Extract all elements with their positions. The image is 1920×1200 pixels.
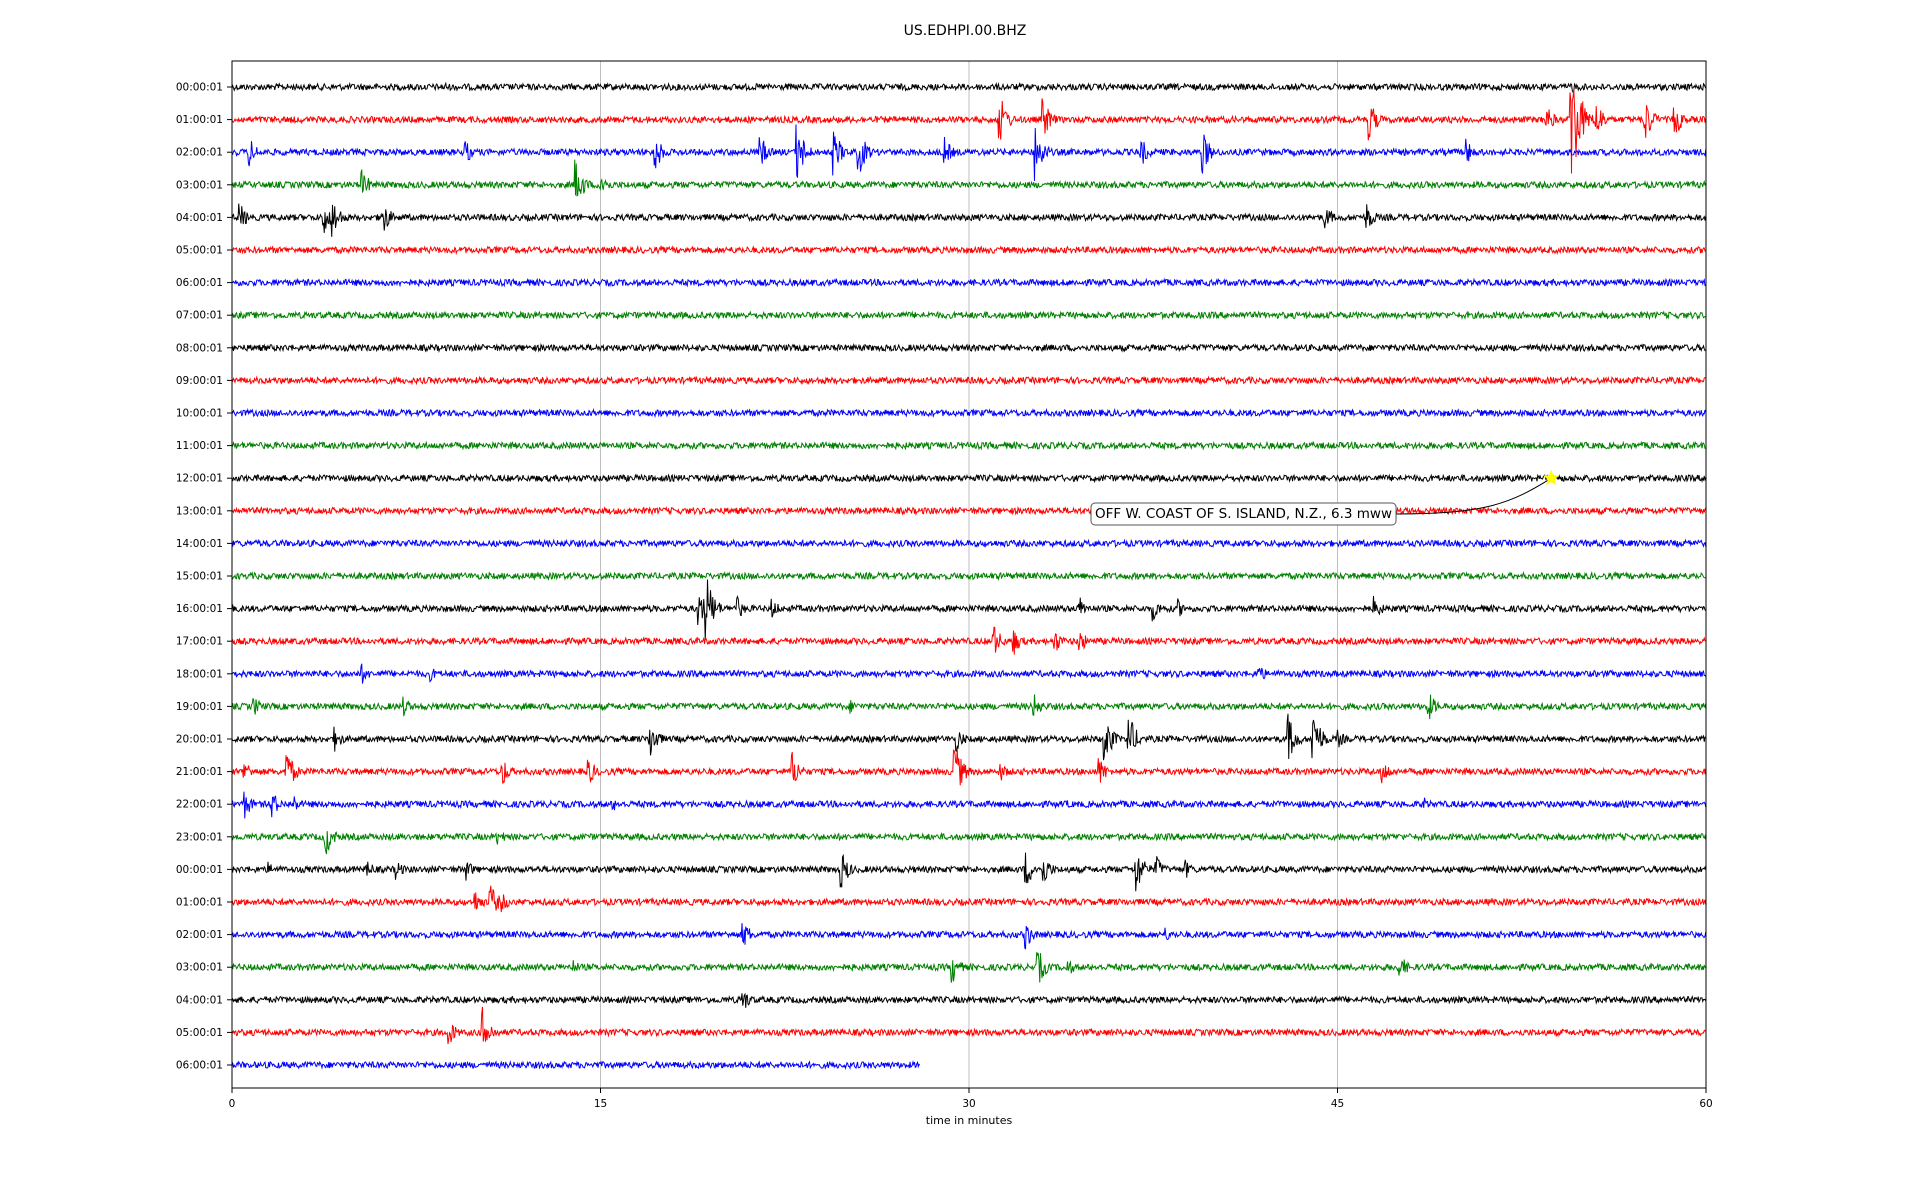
trace-line [232,1059,921,1071]
trace-line [232,749,1706,786]
x-tick-label: 30 [962,1098,975,1110]
trace-line [232,694,1706,720]
y-tick-labels: 00:00:01 01:00:01 02:00:01 03:00:01 04:00:01… [176,82,232,1072]
traces [232,81,1706,1071]
chart-title: US.EDHPI.00.BHZ [904,23,1027,39]
x-axis: 0 15 30 45 60 [229,1088,1713,1110]
trace-line [232,923,1706,950]
y-tick-label: 06:00:01 [176,1060,223,1072]
y-tick-label: 02:00:01 [176,147,223,159]
y-tick-label: 05:00:01 [176,245,223,257]
trace-line [232,124,1706,181]
y-tick-label: 20:00:01 [176,734,223,746]
trace-line [232,440,1706,451]
trace-line [232,713,1706,761]
y-tick-label: 06:00:01 [176,277,223,289]
trace-line [232,570,1706,582]
y-tick-label: 04:00:01 [176,212,223,224]
trace-line [232,951,1706,983]
trace-line [232,791,1706,819]
y-tick-label: 08:00:01 [176,342,223,354]
trace-line [232,244,1706,256]
y-tick-label: 03:00:01 [176,962,223,974]
annotation-box [1090,502,1397,526]
y-tick-label: 23:00:01 [176,831,223,843]
event-annotation: OFF W. COAST OF S. ISLAND, N.Z., 6.3 mww [1090,477,1552,526]
trace-line [232,538,1706,549]
trace-line [232,277,1706,288]
y-tick-label: 18:00:01 [176,668,223,680]
trace-line [232,579,1706,641]
y-tick-label: 07:00:01 [176,310,223,322]
trace-line [232,203,1706,237]
y-tick-label: 03:00:01 [176,179,223,191]
x-tick-label: 60 [1699,1098,1712,1110]
y-tick-label: 00:00:01 [176,864,223,876]
x-tick-label: 0 [229,1098,236,1110]
trace-line [232,89,1706,174]
trace-line [232,375,1706,386]
trace-line [232,852,1706,892]
trace-line [232,505,1706,516]
y-tick-label: 11:00:01 [176,440,223,452]
y-tick-label: 19:00:01 [176,701,223,713]
x-axis-label: time in minutes [926,1114,1013,1127]
trace-line [232,159,1706,197]
y-tick-label: 13:00:01 [176,505,223,517]
y-tick-label: 04:00:01 [176,994,223,1006]
x-tick-label: 15 [594,1098,607,1110]
trace-line [232,310,1706,321]
annotation-text: OFF W. COAST OF S. ISLAND, N.Z., 6.3 mww [1095,506,1392,522]
trace-line [232,885,1706,913]
trace-line [232,1006,1706,1045]
y-tick-label: 02:00:01 [176,929,223,941]
x-tick-label: 45 [1331,1098,1344,1110]
trace-line [232,992,1706,1008]
event-star-marker [1542,469,1560,486]
trace-line [232,831,1706,855]
trace-line [232,473,1706,484]
trace-line [232,626,1706,655]
y-tick-label: 00:00:01 [176,82,223,94]
annotation-arrow [1396,477,1552,515]
trace-line [232,342,1706,353]
y-tick-label: 05:00:01 [176,1027,223,1039]
trace-line [232,663,1706,684]
y-tick-label: 16:00:01 [176,603,223,615]
y-tick-label: 17:00:01 [176,636,223,648]
y-tick-label: 09:00:01 [176,375,223,387]
trace-line [232,81,1706,93]
y-tick-label: 10:00:01 [176,408,223,420]
y-tick-label: 01:00:01 [176,897,223,909]
y-tick-label: 22:00:01 [176,799,223,811]
y-tick-label: 12:00:01 [176,473,223,485]
trace-line [232,407,1706,419]
y-tick-label: 21:00:01 [176,766,223,778]
y-tick-label: 01:00:01 [176,114,223,126]
y-tick-label: 15:00:01 [176,571,223,583]
y-tick-label: 14:00:01 [176,538,223,550]
star-marker [1542,469,1560,486]
